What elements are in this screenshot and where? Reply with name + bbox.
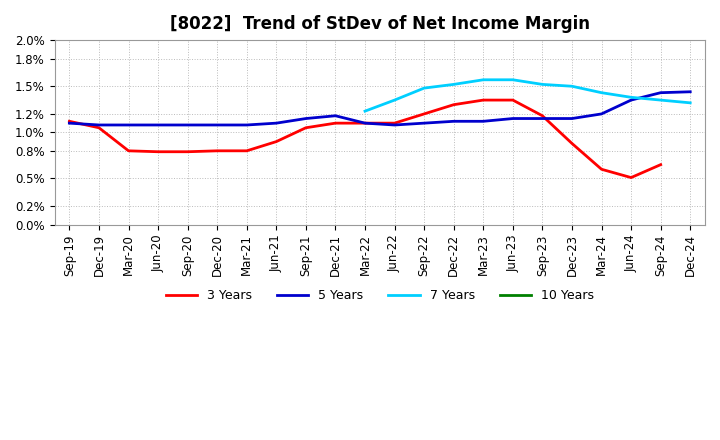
5 Years: [94, 122, 103, 128]
Legend: 3 Years, 5 Years, 7 Years, 10 Years: 3 Years, 5 Years, 7 Years, 10 Years: [161, 284, 599, 307]
5 Years: [657, 90, 665, 95]
3 Years: [657, 162, 665, 167]
7 Years: [449, 82, 458, 87]
Title: [8022]  Trend of StDev of Net Income Margin: [8022] Trend of StDev of Net Income Marg…: [170, 15, 590, 33]
5 Years: [154, 122, 163, 128]
3 Years: [479, 97, 487, 103]
5 Years: [449, 119, 458, 124]
7 Years: [567, 84, 576, 89]
5 Years: [420, 121, 428, 126]
5 Years: [302, 116, 310, 121]
3 Years: [65, 119, 73, 124]
Line: 7 Years: 7 Years: [365, 80, 690, 111]
5 Years: [686, 89, 695, 95]
5 Years: [538, 116, 546, 121]
5 Years: [361, 121, 369, 126]
3 Years: [361, 121, 369, 126]
7 Years: [627, 95, 636, 100]
3 Years: [331, 121, 340, 126]
Line: 3 Years: 3 Years: [69, 100, 661, 178]
3 Years: [420, 111, 428, 117]
Line: 5 Years: 5 Years: [69, 92, 690, 125]
3 Years: [243, 148, 251, 154]
5 Years: [508, 116, 517, 121]
7 Years: [390, 97, 399, 103]
3 Years: [272, 139, 281, 144]
5 Years: [627, 97, 636, 103]
3 Years: [449, 102, 458, 107]
3 Years: [213, 148, 222, 154]
3 Years: [627, 175, 636, 180]
5 Years: [597, 111, 606, 117]
5 Years: [331, 113, 340, 118]
3 Years: [94, 125, 103, 130]
5 Years: [213, 122, 222, 128]
3 Years: [390, 121, 399, 126]
7 Years: [508, 77, 517, 82]
3 Years: [302, 125, 310, 130]
3 Years: [538, 113, 546, 118]
7 Years: [686, 100, 695, 106]
7 Years: [420, 85, 428, 91]
7 Years: [657, 97, 665, 103]
5 Years: [124, 122, 132, 128]
3 Years: [124, 148, 132, 154]
5 Years: [272, 121, 281, 126]
7 Years: [538, 82, 546, 87]
3 Years: [184, 149, 192, 154]
3 Years: [567, 141, 576, 146]
3 Years: [508, 97, 517, 103]
5 Years: [567, 116, 576, 121]
7 Years: [597, 90, 606, 95]
5 Years: [479, 119, 487, 124]
5 Years: [390, 122, 399, 128]
5 Years: [184, 122, 192, 128]
3 Years: [154, 149, 163, 154]
5 Years: [65, 121, 73, 126]
5 Years: [243, 122, 251, 128]
7 Years: [479, 77, 487, 82]
7 Years: [361, 109, 369, 114]
3 Years: [597, 167, 606, 172]
